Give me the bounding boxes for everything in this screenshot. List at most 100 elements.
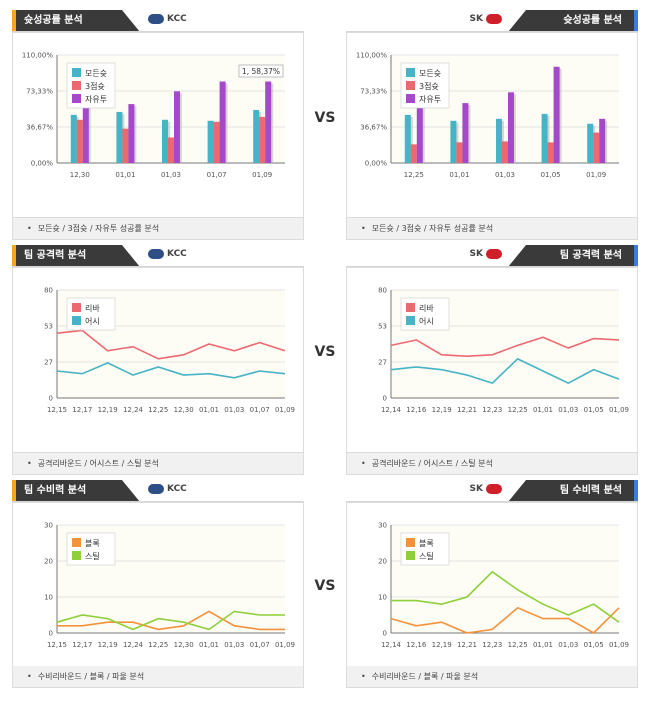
panel-title: 슛성공률 분석: [508, 10, 638, 32]
x-tick-label: 01,03: [495, 171, 515, 179]
legend-label: 자유투: [419, 95, 441, 104]
x-tick-label: 12,30: [174, 641, 194, 649]
chart-box: 0 27 53 80 12,15 12,17 12,19 12,24 12,25 12,30 01,…: [12, 267, 304, 453]
team-name: SK: [469, 484, 483, 494]
chart-footer: 모든슛 / 3점슛 / 자유투 성공률 분석: [346, 218, 638, 240]
bar: [541, 113, 548, 163]
chart-footer: 공격리바운드 / 어시스트 / 스틸 분석: [12, 453, 304, 475]
legend-swatch: [72, 551, 81, 560]
x-tick-label: 12,19: [98, 406, 118, 414]
team-label: KCC: [148, 14, 187, 24]
series-line: [391, 570, 620, 623]
x-tick-label: 01,01: [533, 641, 553, 649]
x-tick-label: 01,01: [449, 171, 469, 179]
y-tick-label: 36,67%: [26, 124, 53, 132]
bar: [416, 99, 423, 163]
team-name: KCC: [167, 484, 187, 494]
x-tick-label: 01,03: [558, 641, 578, 649]
x-tick-label: 01,09: [586, 171, 606, 179]
team-name: SK: [469, 249, 483, 259]
y-tick-label: 53: [44, 323, 53, 331]
chart-footer: 수비리바운드 / 블록 / 파울 분석: [12, 666, 304, 688]
chart-box: 0 10 20 30 12,14 12,16 12,19 12,21 12,23 12,25 01,…: [346, 502, 638, 688]
bar: [259, 116, 266, 163]
y-tick-label: 0,00%: [365, 160, 388, 168]
kcc-shoot-chart: 0,00% 36,67% 73,33% 110,00% 12,30 01,01 01,03 0…: [22, 52, 285, 179]
x-tick-label: 12,19: [432, 641, 452, 649]
bar: [82, 100, 89, 163]
bar: [70, 114, 77, 163]
sk-defense-chart: 0 10 20 30 12,14 12,16 12,19 12,21 12,23 12,25 01,…: [378, 522, 629, 650]
panel-header: 슛성공률 분석 KCC: [12, 10, 304, 32]
chart-box: 0,00% 36,67% 73,33% 110,00% 12,30 01,01 01,03 0…: [12, 32, 304, 218]
panel-header: 팀 공격력 분석 KCC: [12, 245, 304, 267]
bar: [450, 120, 457, 163]
y-tick-label: 27: [44, 359, 53, 367]
x-tick-label: 12,30: [70, 171, 90, 179]
x-tick-label: 01,01: [533, 406, 553, 414]
legend-label: 스틸: [85, 551, 100, 561]
legend-label: 3점슛: [85, 81, 105, 91]
team-label: KCC: [148, 249, 187, 259]
team-name: SK: [469, 14, 483, 24]
legend-swatch: [72, 81, 81, 90]
panel-title: 팀 수비력 분석: [12, 480, 140, 502]
vs-label: VS: [314, 578, 336, 594]
bar: [162, 119, 168, 163]
bar: [593, 132, 600, 163]
sk-attack-panel: 팀 공격력 분석 SK 0 27 53 80 12,14 12,16 12,19 12,21 1…: [346, 245, 638, 475]
chart-footer: 수비리바운드 / 블록 / 파울 분석: [346, 666, 638, 688]
x-tick-label: 01,07: [207, 171, 227, 179]
y-tick-label: 0,00%: [31, 160, 54, 168]
y-tick-label: 27: [378, 359, 387, 367]
x-tick-label: 01,03: [224, 406, 244, 414]
vs-label: VS: [314, 110, 336, 126]
legend-label: 블록: [85, 538, 100, 548]
x-tick-label: 01,09: [609, 641, 629, 649]
series-line: [390, 357, 620, 385]
y-tick-label: 30: [44, 522, 53, 530]
bar: [553, 66, 560, 163]
x-tick-label: 12,30: [174, 406, 194, 414]
legend-label: 블록: [419, 538, 434, 548]
x-tick-label: 12,14: [381, 406, 402, 414]
x-tick-label: 12,25: [508, 406, 528, 414]
y-tick-label: 10: [44, 594, 53, 602]
bar: [76, 119, 83, 163]
vs-label: VS: [314, 344, 336, 360]
x-tick-label: 01,03: [224, 641, 244, 649]
team-label: SK: [470, 484, 502, 494]
annotation-label: 1, 58,37%: [242, 67, 280, 76]
bar: [174, 91, 180, 163]
y-tick-label: 80: [378, 287, 387, 295]
x-tick-label: 01,09: [275, 641, 295, 649]
bar: [547, 142, 554, 163]
panel-header: 팀 수비력 분석 KCC: [12, 480, 304, 502]
legend-swatch: [406, 81, 415, 90]
bar: [496, 118, 502, 163]
y-tick-label: 30: [378, 522, 387, 530]
bar: [116, 111, 123, 163]
legend-swatch: [72, 94, 81, 103]
team-label: SK: [470, 249, 502, 259]
y-tick-label: 36,67%: [360, 124, 387, 132]
sk-defense-panel: 팀 수비력 분석 SK 0 10 20 30 12,14 12,16 12,19 12,21 1…: [346, 480, 638, 688]
x-tick-label: 12,19: [98, 641, 118, 649]
x-tick-label: 01,05: [584, 641, 604, 649]
y-tick-label: 10: [378, 594, 387, 602]
x-tick-label: 01,09: [275, 406, 295, 414]
x-tick-label: 12,24: [123, 641, 144, 649]
x-tick-label: 12,23: [482, 406, 502, 414]
x-tick-label: 12,15: [47, 641, 67, 649]
panel-title: 팀 공격력 분석: [12, 245, 140, 267]
x-tick-label: 12,19: [432, 406, 452, 414]
legend-swatch: [406, 538, 415, 547]
legend-label: 리바: [85, 303, 100, 313]
kcc-logo-icon: [148, 14, 164, 24]
annotation-box: [238, 64, 284, 78]
x-tick-label: 01,09: [252, 171, 272, 179]
legend-label: 어시: [419, 316, 434, 326]
x-tick-label: 12,25: [508, 641, 528, 649]
x-tick-label: 01,05: [541, 171, 561, 179]
x-tick-label: 12,17: [72, 641, 92, 649]
